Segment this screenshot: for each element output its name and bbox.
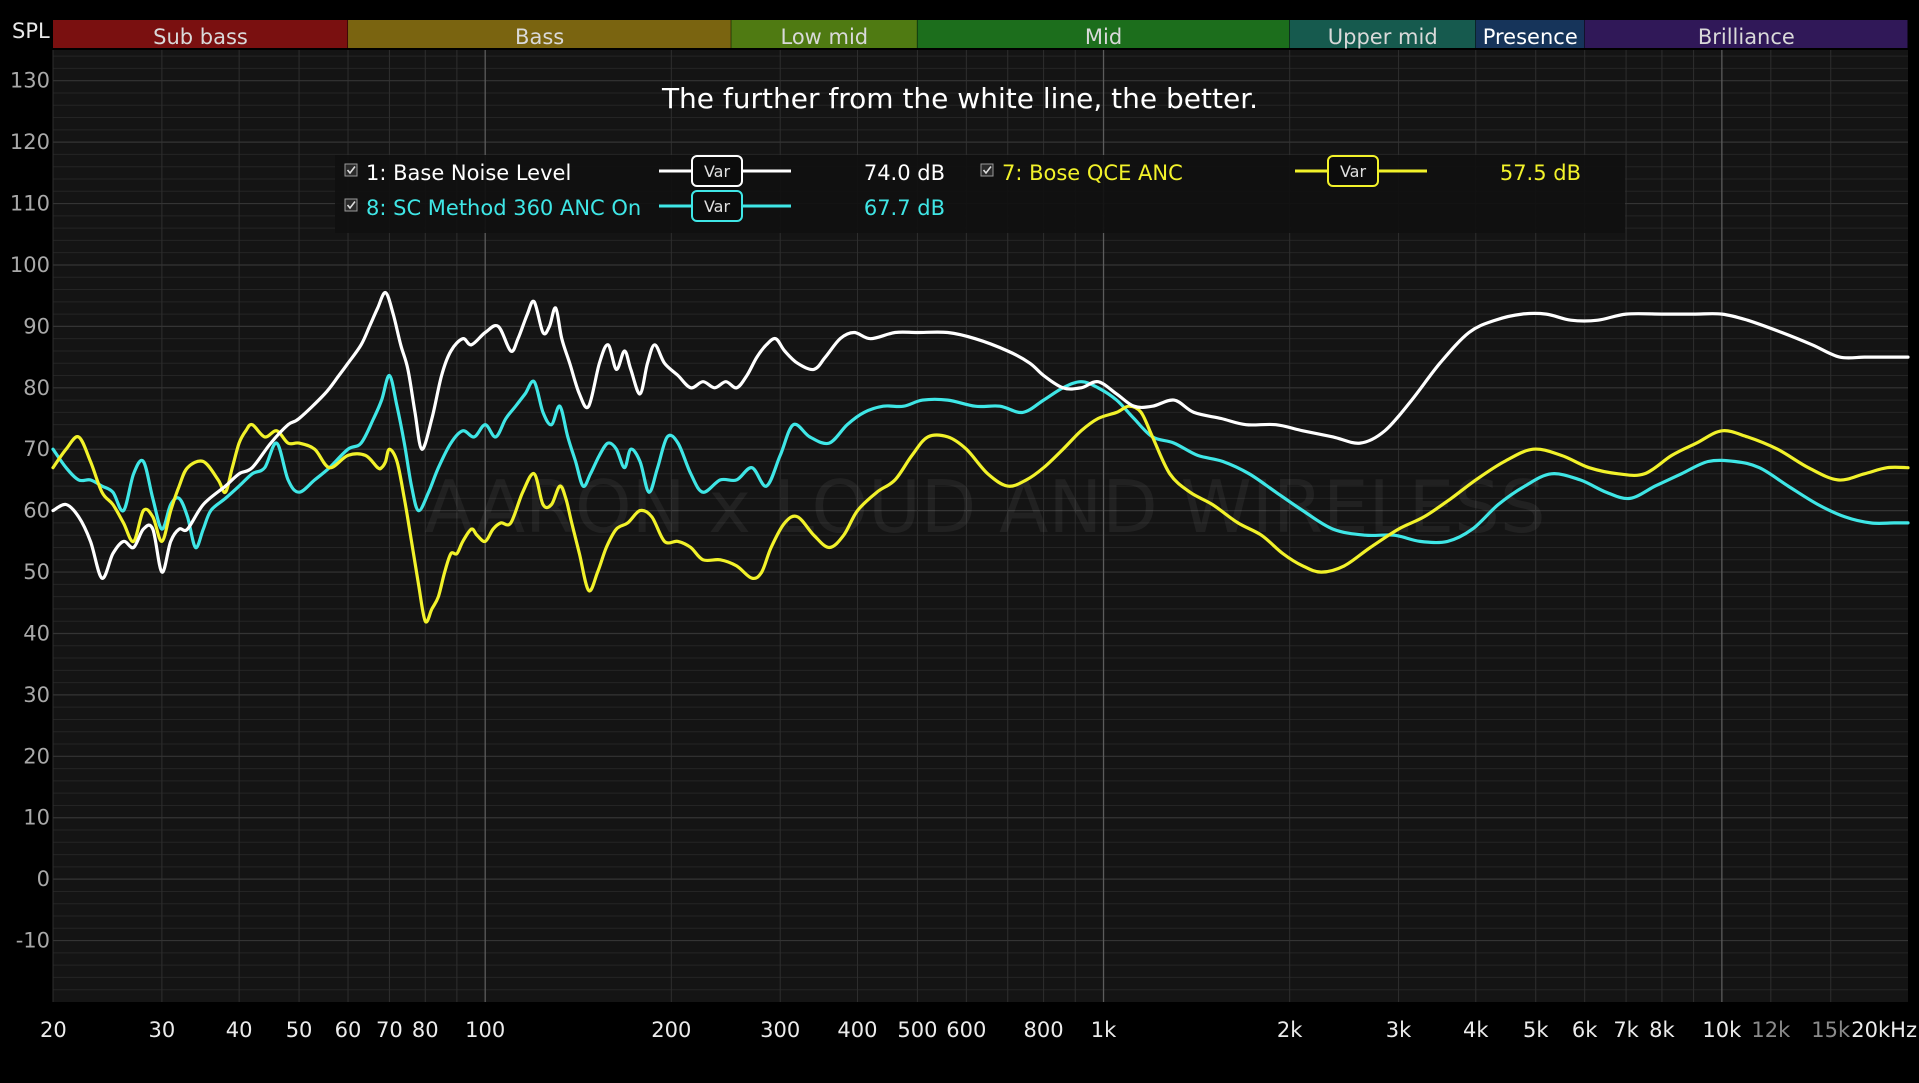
x-tick-label: 12k (1751, 1018, 1791, 1042)
x-tick-label: 40 (226, 1018, 253, 1042)
legend-var-button-label: Var (704, 162, 731, 181)
series-lines (51, 291, 1910, 624)
band-segment (1584, 20, 1908, 48)
series-line-7-bose-qce-anc (51, 404, 1910, 624)
legend-var-button[interactable]: Var (691, 190, 743, 222)
x-tick-label: 8k (1649, 1018, 1675, 1042)
checkmark-icon (346, 166, 356, 175)
band-segment (348, 20, 732, 48)
legend-background (335, 155, 1625, 233)
legend-var-button-label: Var (704, 197, 731, 216)
legend-var-button-label: Var (1340, 162, 1367, 181)
frequency-band-bar: Sub bass Bass Low mid Mid Upper mid Presence B… (53, 20, 1909, 49)
band-segment (53, 20, 349, 48)
legend-entry: 8: SC Method 360 ANC On Var 67.7 dB (344, 190, 945, 222)
y-tick-label: 20 (23, 744, 50, 768)
legend-label: 8: SC Method 360 ANC On (366, 196, 641, 220)
y-tick-label: 70 (23, 437, 50, 461)
legend-label: 7: Bose QCE ANC (1002, 161, 1183, 185)
band-segment (1289, 20, 1476, 48)
x-tick-label: 70 (376, 1018, 403, 1042)
legend-value: 67.7 dB (864, 196, 945, 220)
major-grid (53, 50, 1908, 1002)
band-label: Mid (1085, 25, 1122, 49)
y-tick-label: 120 (10, 130, 50, 154)
x-tick-label: 7k (1613, 1018, 1639, 1042)
band-label: Bass (515, 25, 564, 49)
x-tick-label: 6k (1572, 1018, 1598, 1042)
x-tick-label: 50 (286, 1018, 313, 1042)
y-axis-label: SPL (12, 19, 50, 43)
legend-value: 74.0 dB (864, 161, 945, 185)
x-tick-label: 3k (1386, 1018, 1412, 1042)
legend-value: 57.5 dB (1500, 161, 1581, 185)
y-tick-label: 80 (23, 376, 50, 400)
y-tick-label: 100 (10, 253, 50, 277)
x-tick-label: 30 (149, 1018, 176, 1042)
x-tick-label: 100 (465, 1018, 505, 1042)
x-tick-label: 20kHz (1851, 1018, 1917, 1042)
legend-entry: 7: Bose QCE ANC Var 57.5 dB (980, 155, 1581, 187)
x-tick-label: 15k (1811, 1018, 1851, 1042)
x-tick-label: 500 (897, 1018, 937, 1042)
y-tick-label: 0 (37, 867, 50, 891)
band-label: Presence (1483, 25, 1578, 49)
x-tick-label: 200 (651, 1018, 691, 1042)
y-tick-label: 60 (23, 499, 50, 523)
x-tick-label: 80 (412, 1018, 439, 1042)
legend-checkbox[interactable] (344, 163, 358, 177)
series-line-8-sc-method-360-anc-on (51, 373, 1910, 550)
y-tick-label: 40 (23, 621, 50, 645)
band-segment (731, 20, 918, 48)
legend-entry: 1: Base Noise Level Var 74.0 dB (344, 155, 945, 187)
chart-title: The further from the white line, the bet… (661, 82, 1258, 115)
band-segment (1475, 20, 1585, 48)
x-tick-label: 1k (1091, 1018, 1117, 1042)
legend-checkbox[interactable] (980, 163, 994, 177)
x-tick-label: 20 (40, 1018, 67, 1042)
band-segment (917, 20, 1290, 48)
x-tick-label: 800 (1024, 1018, 1064, 1042)
y-tick-label: 30 (23, 683, 50, 707)
y-tick-label: 90 (23, 314, 50, 338)
x-tick-label: 300 (760, 1018, 800, 1042)
legend-var-button[interactable]: Var (1327, 155, 1379, 187)
band-label: Sub bass (153, 25, 248, 49)
legend-checkbox[interactable] (344, 198, 358, 212)
x-axis-ticks: 20 30 40 50 60 70 80 100 200 300 400 500 600 800 1k 2k 3… (40, 1018, 1917, 1042)
y-tick-label: 10 (23, 806, 50, 830)
y-tick-label: 130 (10, 69, 50, 93)
x-tick-label: 60 (335, 1018, 362, 1042)
band-label: Brilliance (1698, 25, 1795, 49)
y-tick-label: 50 (23, 560, 50, 584)
x-tick-label: 10k (1702, 1018, 1742, 1042)
x-tick-label: 400 (837, 1018, 877, 1042)
x-tick-label: 5k (1523, 1018, 1549, 1042)
x-tick-label: 600 (946, 1018, 986, 1042)
y-tick-label: -10 (16, 929, 50, 953)
legend-label: 1: Base Noise Level (366, 161, 571, 185)
checkmark-icon (346, 201, 356, 210)
legend: 1: Base Noise Level Var 74.0 dB 7: Bose QCE… (335, 155, 1625, 233)
y-tick-label: 110 (10, 192, 50, 216)
series-line-1-base-noise-level (51, 291, 1910, 580)
band-label: Upper mid (1328, 25, 1438, 49)
x-tick-label: 4k (1463, 1018, 1489, 1042)
checkmark-icon (982, 166, 992, 175)
legend-var-button[interactable]: Var (691, 155, 743, 187)
band-label: Low mid (780, 25, 868, 49)
x-tick-label: 2k (1277, 1018, 1303, 1042)
